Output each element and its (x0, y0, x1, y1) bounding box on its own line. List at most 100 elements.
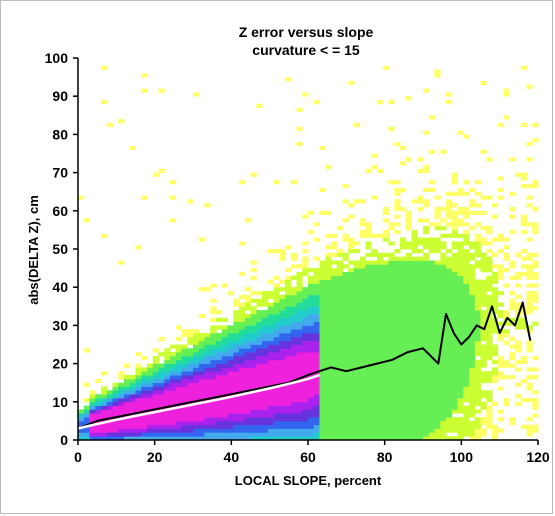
heatmap-cell (233, 382, 240, 387)
heatmap-cell (313, 222, 320, 227)
heatmap-cell (296, 390, 303, 395)
heatmap-cell (451, 268, 458, 273)
heatmap-cell (423, 382, 430, 387)
heatmap-cell (118, 382, 125, 387)
heatmap-cell (216, 436, 223, 441)
heatmap-cell (388, 294, 395, 299)
heatmap-cell (497, 249, 504, 254)
heatmap-cell (262, 333, 269, 338)
heatmap-cell (428, 417, 435, 422)
heatmap-cell (331, 424, 338, 429)
heatmap-cell (279, 378, 286, 384)
heatmap-cell (509, 417, 516, 422)
heatmap-cell (428, 298, 435, 303)
heatmap-cell (382, 298, 389, 303)
heatmap-cell (365, 268, 372, 273)
heatmap-cell (520, 172, 527, 177)
heatmap-cell (394, 386, 401, 391)
heatmap-cell (342, 233, 349, 238)
heatmap-cell (388, 180, 395, 185)
heatmap-cell (394, 352, 401, 357)
heatmap-cell (175, 382, 182, 387)
heatmap-cell (371, 249, 378, 254)
heatmap-cell (210, 317, 217, 322)
heatmap-cell (152, 428, 159, 433)
heatmap-cell (492, 203, 499, 208)
heatmap-cell (446, 409, 453, 414)
heatmap-cell (371, 287, 378, 292)
heatmap-cell (325, 313, 332, 319)
heatmap-cell (170, 409, 177, 414)
heatmap-cell (279, 252, 286, 257)
heatmap-cell (193, 409, 200, 414)
heatmap-cell (175, 420, 182, 426)
heatmap-cell (279, 317, 286, 322)
heatmap-cell (239, 420, 246, 426)
heatmap-cell (244, 356, 251, 361)
heatmap-cell (267, 428, 274, 433)
heatmap-cell (451, 210, 458, 215)
heatmap-cell (325, 390, 332, 395)
heatmap-cell (434, 264, 441, 269)
heatmap-cell (233, 336, 240, 342)
heatmap-cell (434, 245, 441, 250)
heatmap-cell (486, 424, 493, 429)
heatmap-cell (336, 252, 343, 257)
heatmap-cell (135, 436, 142, 441)
heatmap-cell (342, 218, 349, 223)
heatmap-cell (325, 333, 332, 338)
heatmap-cell (417, 413, 424, 418)
x-tick-label: 40 (224, 449, 240, 465)
heatmap-cell (417, 420, 424, 426)
heatmap-cell (313, 401, 320, 406)
heatmap-cell (129, 390, 136, 395)
heatmap-cell (486, 413, 493, 418)
heatmap-cell (382, 252, 389, 257)
heatmap-cell (262, 420, 269, 426)
heatmap-cell (250, 325, 257, 330)
heatmap-cell (486, 287, 493, 292)
heatmap-cell (239, 356, 246, 361)
heatmap-cell (440, 306, 447, 311)
heatmap-cell (400, 356, 407, 361)
heatmap-cell (434, 313, 441, 319)
heatmap-cell (474, 302, 481, 307)
heatmap-cell (256, 363, 263, 368)
heatmap-cell (532, 207, 539, 212)
heatmap-cell (411, 356, 418, 361)
heatmap-cell (526, 271, 533, 277)
heatmap-cell (296, 417, 303, 422)
heatmap-cell (290, 325, 297, 330)
heatmap-cell (388, 279, 395, 284)
heatmap-cell (325, 375, 332, 380)
heatmap-cell (336, 313, 343, 319)
x-axis-label: LOCAL SLOPE, percent (235, 473, 382, 488)
heatmap-cell (451, 420, 458, 426)
heatmap-cell (250, 363, 257, 368)
heatmap-cell (152, 382, 159, 387)
heatmap-cell (285, 398, 292, 403)
heatmap-cell (405, 283, 412, 288)
heatmap-cell (405, 157, 412, 162)
heatmap-cell (308, 310, 315, 315)
heatmap-cell (359, 424, 366, 429)
heatmap-cell (135, 390, 142, 395)
heatmap-cell (388, 428, 395, 433)
heatmap-cell (400, 436, 407, 441)
heatmap-cell (267, 356, 274, 361)
heatmap-cell (267, 291, 274, 296)
heatmap-cell (354, 417, 361, 422)
heatmap-cell (342, 333, 349, 338)
heatmap-cell (434, 405, 441, 410)
heatmap-cell (428, 390, 435, 395)
heatmap-cell (152, 386, 159, 391)
heatmap-cell (290, 405, 297, 410)
heatmap-cell (492, 310, 499, 315)
heatmap-cell (469, 203, 476, 208)
heatmap-cell (181, 398, 188, 403)
heatmap-cell (423, 294, 430, 299)
heatmap-cell (359, 271, 366, 277)
heatmap-cell (296, 424, 303, 429)
heatmap-cell (428, 310, 435, 315)
heatmap-cell (95, 432, 102, 437)
